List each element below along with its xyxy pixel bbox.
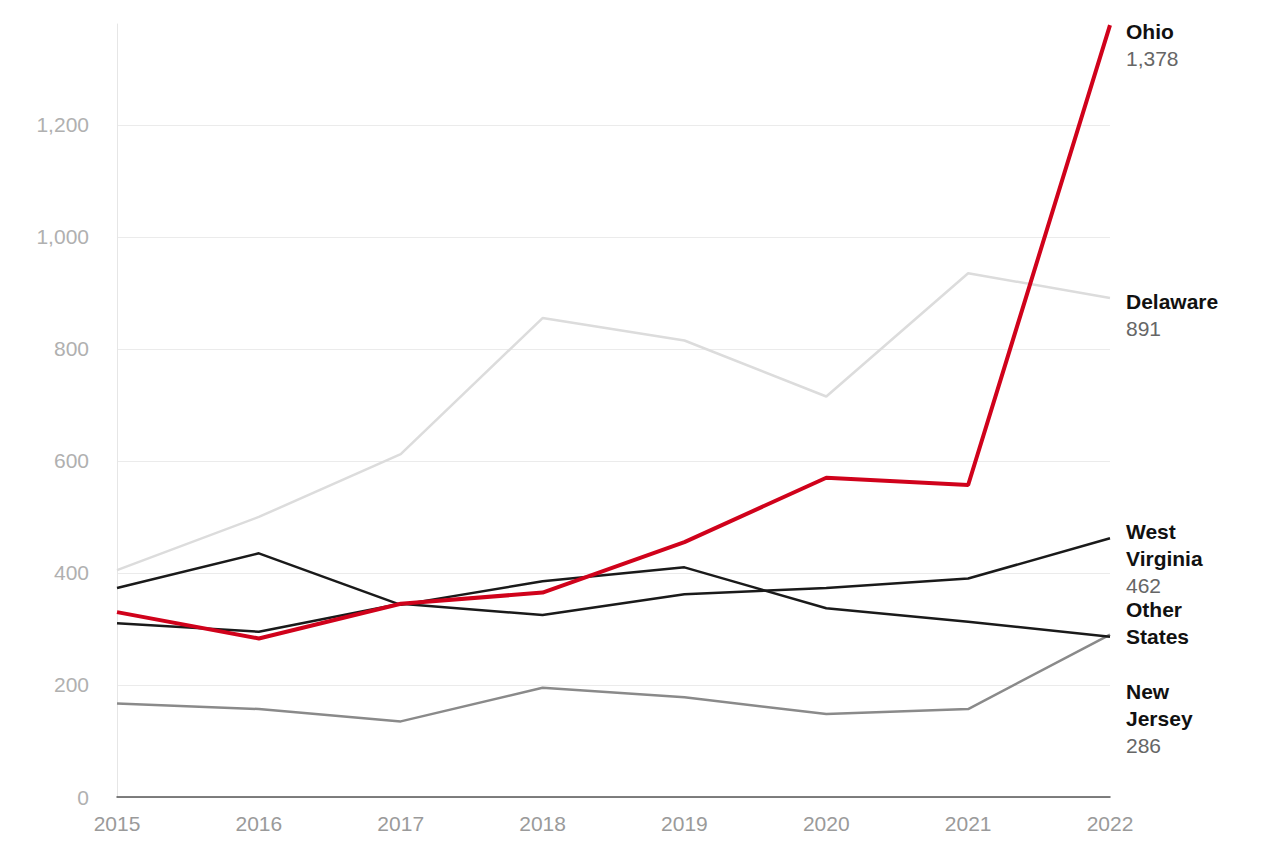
svg-text:2015: 2015 bbox=[94, 812, 141, 835]
svg-text:2018: 2018 bbox=[519, 812, 566, 835]
svg-text:New: New bbox=[1126, 680, 1170, 703]
svg-text:Delaware: Delaware bbox=[1126, 290, 1218, 313]
svg-text:600: 600 bbox=[54, 449, 89, 472]
svg-text:286: 286 bbox=[1126, 734, 1161, 757]
svg-text:States: States bbox=[1126, 625, 1189, 648]
svg-text:West: West bbox=[1126, 520, 1176, 543]
svg-text:Virginia: Virginia bbox=[1126, 547, 1203, 570]
svg-text:400: 400 bbox=[54, 561, 89, 584]
svg-text:1,378: 1,378 bbox=[1126, 47, 1179, 70]
svg-text:2017: 2017 bbox=[377, 812, 424, 835]
svg-text:Jersey: Jersey bbox=[1126, 707, 1193, 730]
svg-text:Ohio: Ohio bbox=[1126, 20, 1174, 43]
svg-text:2020: 2020 bbox=[803, 812, 850, 835]
svg-text:462: 462 bbox=[1126, 574, 1161, 597]
svg-text:Other: Other bbox=[1126, 598, 1182, 621]
svg-text:2021: 2021 bbox=[945, 812, 992, 835]
svg-text:0: 0 bbox=[77, 786, 89, 809]
svg-text:891: 891 bbox=[1126, 317, 1161, 340]
svg-text:2019: 2019 bbox=[661, 812, 708, 835]
svg-text:2022: 2022 bbox=[1087, 812, 1134, 835]
svg-text:2016: 2016 bbox=[235, 812, 282, 835]
svg-text:1,000: 1,000 bbox=[36, 225, 89, 248]
svg-text:1,200: 1,200 bbox=[36, 113, 89, 136]
svg-text:200: 200 bbox=[54, 673, 89, 696]
svg-text:800: 800 bbox=[54, 337, 89, 360]
